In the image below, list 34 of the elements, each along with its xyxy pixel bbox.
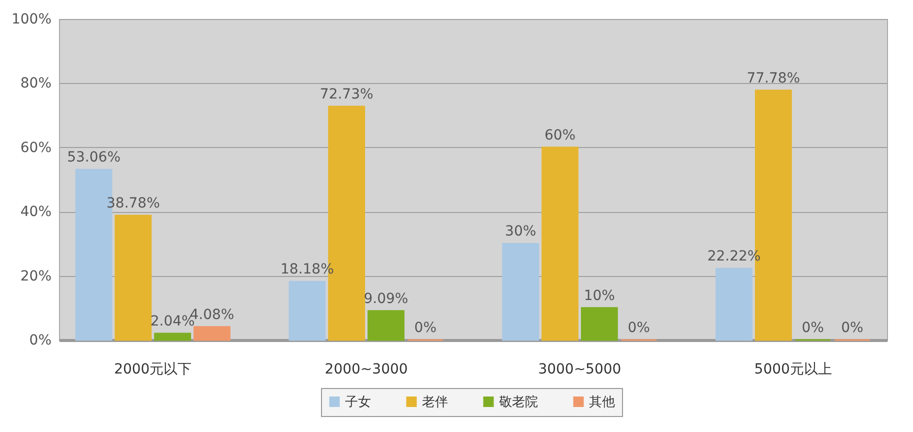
bar	[580, 307, 618, 341]
x-tick-label: 5000元以上	[754, 362, 832, 378]
y-tick-label: 0%	[29, 332, 52, 348]
bar	[154, 332, 192, 341]
data-label: 0%	[802, 320, 824, 336]
y-tick-label: 40%	[20, 204, 52, 220]
x-tick-label: 2000元以下	[114, 362, 192, 378]
bar	[542, 146, 578, 341]
legend-label: 子女	[345, 394, 371, 410]
bar	[368, 310, 404, 341]
data-label: 77.78%	[746, 70, 800, 86]
legend-label: 敬老院	[499, 394, 538, 410]
y-tick-label: 80%	[20, 76, 52, 92]
bar	[114, 214, 152, 341]
data-label: 0%	[841, 320, 864, 336]
data-label: 10%	[584, 288, 615, 304]
bar	[194, 326, 230, 341]
data-label: 0%	[414, 320, 437, 336]
bar	[716, 268, 752, 341]
bar	[288, 280, 326, 341]
data-label: 38.78%	[106, 196, 160, 212]
bar	[502, 242, 540, 341]
data-label: 53.06%	[67, 150, 120, 166]
legend-label: 其他	[589, 394, 615, 410]
y-tick-label: 60%	[20, 140, 52, 156]
data-label: 72.73%	[320, 86, 374, 103]
legend-label: 老伴	[422, 394, 448, 410]
y-tick-label: 20%	[20, 268, 52, 284]
y-tick-label: 100%	[11, 12, 52, 28]
data-label: 0%	[628, 320, 650, 336]
data-label: 30%	[505, 224, 536, 240]
data-label: 60%	[544, 127, 576, 144]
x-tick-label: 2000~3000	[324, 362, 408, 378]
x-tick-label: 3000~5000	[538, 362, 622, 378]
